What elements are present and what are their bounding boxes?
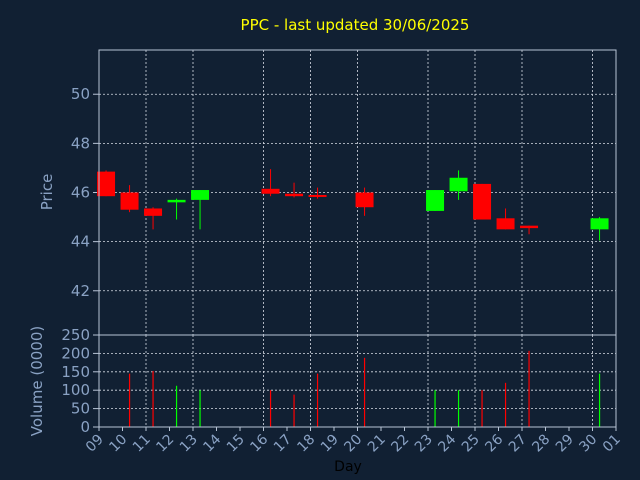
volume-tick-label: 100 xyxy=(61,381,90,399)
candle-body xyxy=(261,188,280,194)
x-tick-label: 25 xyxy=(459,432,483,456)
candle-body xyxy=(144,208,163,216)
x-axis: 09 10 11 12 13 14 15 16 17 18 19 20 21 22 23 24 25 26 27 28… xyxy=(83,427,624,455)
price-axis-label: Price xyxy=(38,174,56,211)
chart-title: PPC - last updated 30/06/2025 xyxy=(241,16,470,34)
x-tick-label: 19 xyxy=(318,432,342,456)
volume-tick-label: 150 xyxy=(61,363,90,381)
x-tick-label: 01 xyxy=(600,432,624,456)
volume-tick-label: 0 xyxy=(80,418,90,436)
candle-body xyxy=(590,218,609,230)
candle-body xyxy=(449,177,468,192)
x-tick-label: 13 xyxy=(177,432,201,456)
price-tick-label: 44 xyxy=(71,233,90,251)
price-panel: 42 44 46 48 50 xyxy=(71,49,617,336)
x-tick-label: 18 xyxy=(294,432,318,456)
volume-axis-label: Volume (0000) xyxy=(28,326,46,436)
price-tick-label: 48 xyxy=(71,134,90,152)
x-tick-label: 28 xyxy=(529,432,553,456)
x-tick-label: 11 xyxy=(130,432,154,456)
candle-body xyxy=(167,199,186,203)
candle-body xyxy=(355,192,374,208)
candle-body xyxy=(285,193,304,197)
x-tick-label: 26 xyxy=(482,431,506,455)
x-tick-label: 30 xyxy=(576,432,600,456)
candle-body xyxy=(191,190,210,200)
x-tick-label: 22 xyxy=(388,432,412,456)
candle-body xyxy=(520,225,539,229)
candle-body xyxy=(473,183,492,220)
x-tick-label: 20 xyxy=(341,432,365,456)
x-tick-label: 14 xyxy=(200,431,224,455)
x-tick-label: 12 xyxy=(153,432,177,456)
price-tick-label: 42 xyxy=(71,282,90,300)
x-tick-label: 16 xyxy=(247,431,271,455)
price-tick-label: 50 xyxy=(71,85,90,103)
candle-body xyxy=(97,171,116,197)
x-tick-label: 24 xyxy=(435,431,459,455)
candle-body xyxy=(426,190,445,211)
x-tick-label: 29 xyxy=(553,432,577,456)
candle-body xyxy=(308,194,327,197)
volume-tick-label: 250 xyxy=(61,326,90,344)
x-tick-label: 10 xyxy=(106,432,130,456)
x-tick-label: 17 xyxy=(271,432,295,456)
x-tick-label: 21 xyxy=(365,432,389,456)
x-axis-label: Day xyxy=(334,459,362,475)
x-tick-label: 23 xyxy=(412,432,436,456)
x-tick-label: 15 xyxy=(224,432,248,456)
candle-body xyxy=(496,218,515,230)
volume-tick-label: 200 xyxy=(61,344,90,362)
candle-body xyxy=(120,192,139,210)
volume-tick-label: 50 xyxy=(71,400,90,418)
x-tick-label: 27 xyxy=(506,432,530,456)
price-tick-label: 46 xyxy=(71,184,90,202)
